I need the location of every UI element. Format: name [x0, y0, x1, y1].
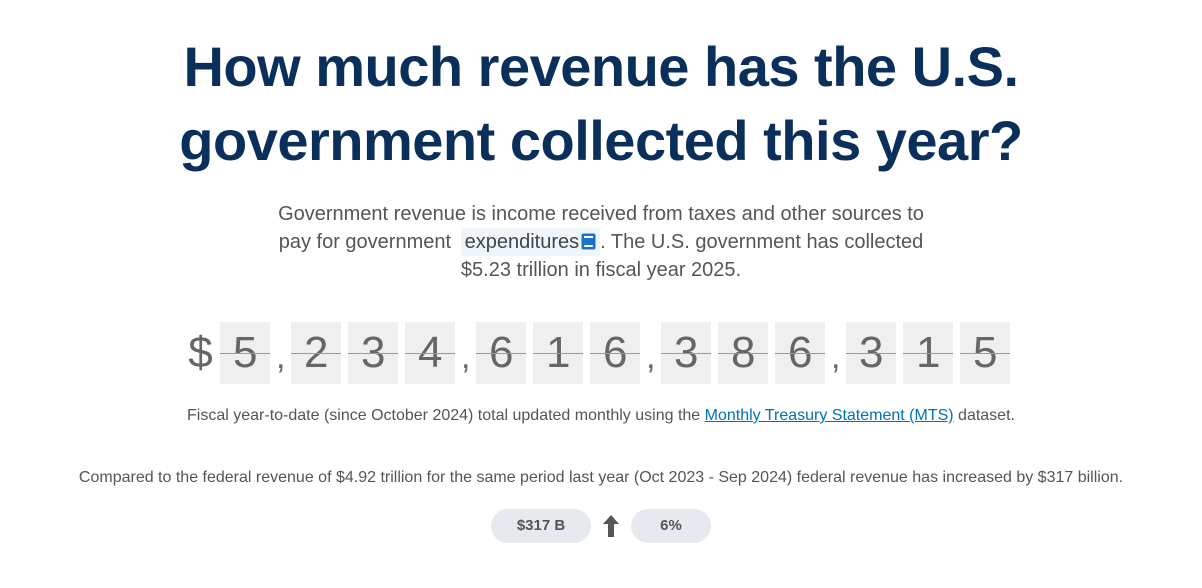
glossary-term-expenditures[interactable]: expenditures [460, 228, 601, 256]
arrow-up-icon [603, 515, 619, 537]
intro-line-1: Government revenue is income received fr… [278, 203, 924, 225]
counter-digit: 1 [903, 322, 954, 384]
intro-paragraph: Government revenue is income received fr… [0, 200, 1202, 284]
fytd-suffix: dataset. [953, 407, 1015, 424]
digit-separator: , [276, 338, 286, 376]
change-percent-badge: 6% [631, 509, 711, 543]
counter-digit: 6 [476, 322, 527, 384]
counter-digit: 4 [405, 322, 456, 384]
intro-line-2-prefix: pay for government [278, 231, 452, 253]
counter-digit: 6 [775, 322, 826, 384]
book-icon [581, 233, 596, 250]
fiscal-ytd-note: Fiscal year-to-date (since October 2024)… [0, 407, 1202, 425]
change-amount-badge: $317 B [491, 509, 591, 543]
counter-digit: 6 [590, 322, 641, 384]
counter-digit: 3 [846, 322, 897, 384]
glossary-term-label: expenditures [464, 231, 580, 253]
mts-dataset-link[interactable]: Monthly Treasury Statement (MTS) [704, 407, 954, 424]
intro-line-2-suffix: . The U.S. government has collected [600, 231, 924, 253]
fytd-prefix: Fiscal year-to-date (since October 2024)… [187, 407, 705, 424]
digit-separator: , [831, 338, 841, 376]
counter-digit: 5 [220, 322, 271, 384]
intro-line-2: pay for government expenditures . The U.… [0, 228, 1202, 256]
change-indicators: $317 B 6% [0, 509, 1202, 543]
page-title-line-2: government collected this year? [179, 109, 1023, 172]
page-title: How much revenue has the U.S. government… [0, 30, 1202, 178]
currency-symbol: $ [188, 328, 213, 377]
counter-digit: 1 [533, 322, 584, 384]
digit-separator: , [461, 338, 471, 376]
counter-digit: 3 [348, 322, 399, 384]
counter-digit: 8 [718, 322, 769, 384]
digit-separator: , [646, 338, 656, 376]
intro-line-3: $5.23 trillion in fiscal year 2025. [460, 259, 742, 281]
comparison-text: Compared to the federal revenue of $4.92… [78, 469, 1124, 486]
counter-digit: 5 [960, 322, 1011, 384]
page-title-line-1: How much revenue has the U.S. [183, 35, 1019, 98]
counter-digit: 2 [291, 322, 342, 384]
counter-digit: 3 [661, 322, 712, 384]
